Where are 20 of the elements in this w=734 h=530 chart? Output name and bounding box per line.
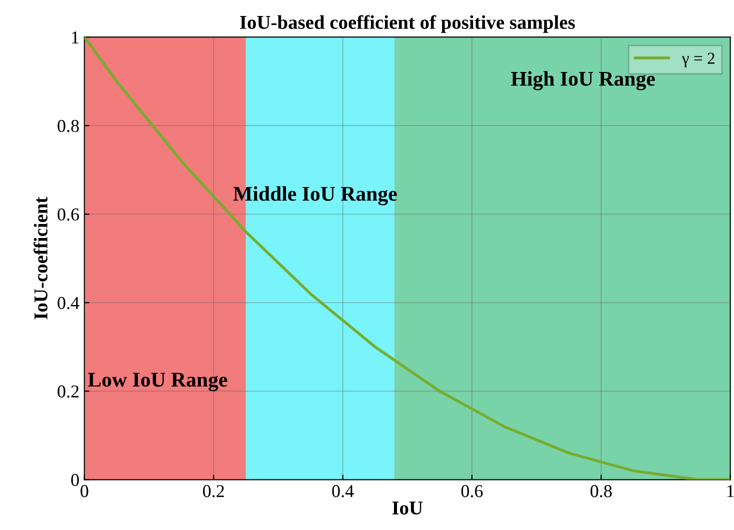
y-tick-label: 1 — [72, 31, 78, 44]
band-label: Middle IoU Range — [233, 186, 397, 206]
x-axis-title: IoU — [392, 502, 423, 515]
y-tick-label: 0.6 — [58, 208, 80, 221]
y-tick-label: 0.2 — [58, 385, 79, 398]
legend-label: γ = 2 — [682, 52, 714, 68]
line-series — [84, 37, 730, 480]
x-tick-label: 0 — [80, 485, 88, 498]
x-tick-label: 0.2 — [203, 485, 224, 498]
y-tick-label: 0 — [71, 474, 79, 486]
x-tick-label: 0.6 — [461, 485, 483, 498]
x-tick-label: 0.8 — [590, 485, 612, 498]
y-tick-label: 0.8 — [58, 120, 79, 132]
x-tick-label: 1 — [727, 485, 734, 498]
band-label: Low IoU Range — [88, 372, 228, 392]
y-tick-label: 0.4 — [58, 296, 80, 310]
y-axis-title: IoU-coefficient — [34, 196, 48, 320]
chart-title: IoU-based coefficient of positive samples — [240, 15, 575, 33]
band-label: High IoU Range — [511, 71, 655, 90]
x-tick-label: 0.4 — [332, 485, 354, 498]
